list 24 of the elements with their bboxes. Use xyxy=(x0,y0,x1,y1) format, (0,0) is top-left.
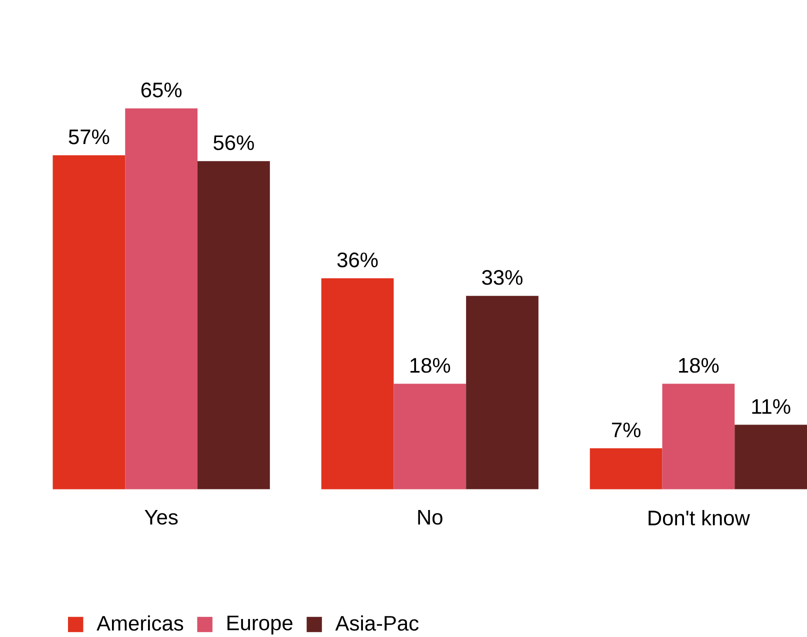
legend-label: Europe xyxy=(228,615,292,634)
x-tick-label: No xyxy=(418,510,442,524)
legend-label: Americas xyxy=(96,615,184,630)
data-label: 57% xyxy=(68,129,110,144)
data-label: 7% xyxy=(612,422,640,438)
bar xyxy=(125,108,198,490)
bar xyxy=(52,155,126,490)
bar xyxy=(198,160,270,490)
legend-label: Asia-Pac xyxy=(335,615,419,630)
bar xyxy=(590,448,662,490)
x-tick-label: Yes xyxy=(144,510,178,524)
bar xyxy=(466,296,538,490)
data-label: 33% xyxy=(482,270,522,285)
data-label: 11% xyxy=(752,398,790,414)
bar xyxy=(321,278,394,490)
bar xyxy=(662,384,735,490)
data-label: 36% xyxy=(337,252,378,268)
data-label: 18% xyxy=(410,358,450,373)
data-label: 56% xyxy=(214,135,254,150)
data-label: 65% xyxy=(141,82,182,98)
bar xyxy=(734,424,807,490)
x-tick-label: Don't know xyxy=(648,510,750,526)
bar xyxy=(394,384,466,490)
data-label: 18% xyxy=(679,358,719,373)
